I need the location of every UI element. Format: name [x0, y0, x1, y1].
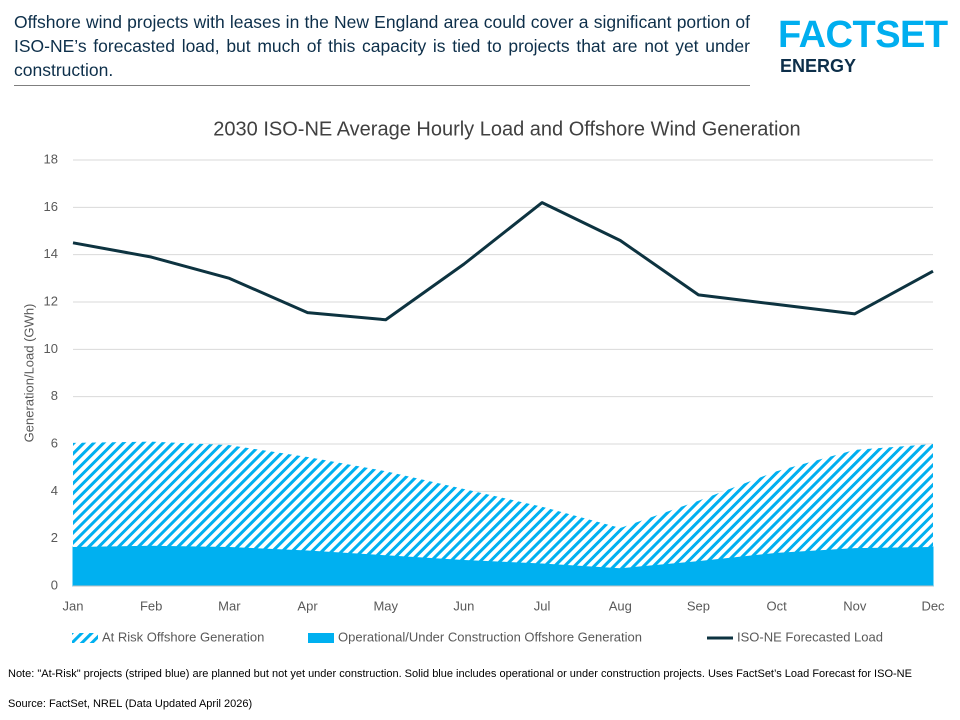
y-tick-label: 18 — [44, 151, 58, 166]
area — [73, 441, 933, 569]
x-tick-label: Jan — [63, 598, 84, 613]
x-tick-label: Aug — [609, 598, 632, 613]
y-tick-label: 0 — [51, 577, 58, 592]
legend-label: ISO-NE Forecasted Load — [737, 629, 883, 644]
y-tick-label: 8 — [51, 388, 58, 403]
legend-swatch — [72, 633, 98, 643]
x-tick-label: Oct — [767, 598, 788, 613]
x-tick-label: Jul — [534, 598, 551, 613]
headline: Offshore wind projects with leases in th… — [14, 12, 750, 80]
header-rule — [14, 85, 750, 86]
line — [72, 201, 934, 322]
y-tick-label: 4 — [51, 483, 58, 498]
legend-label: At Risk Offshore Generation — [102, 629, 264, 644]
y-axis-label: Generation/Load (GWh) — [21, 304, 36, 443]
y-tick-label: 2 — [51, 530, 58, 545]
logo: FACTSET — [778, 14, 948, 56]
note: Note: "At-Risk" projects (striped blue) … — [8, 668, 912, 680]
y-tick-label: 14 — [44, 246, 58, 261]
x-tick-label: Dec — [921, 598, 945, 613]
y-tick-label: 16 — [44, 199, 58, 214]
x-tick-label: Nov — [843, 598, 867, 613]
source: Source: FactSet, NREL (Data Updated Apri… — [8, 698, 253, 710]
chart-title: 2030 ISO-NE Average Hourly Load and Offs… — [213, 118, 800, 140]
x-tick-label: Sep — [687, 598, 710, 613]
x-tick-label: May — [373, 598, 398, 613]
legend-label: Operational/Under Construction Offshore … — [338, 629, 642, 644]
y-tick-label: 10 — [44, 341, 58, 356]
x-tick-label: Mar — [218, 598, 241, 613]
y-tick-label: 12 — [44, 293, 58, 308]
logo-subtitle: ENERGY — [780, 56, 857, 76]
x-tick-label: Apr — [297, 598, 318, 613]
legend-swatch — [308, 633, 334, 643]
x-tick-label: Jun — [453, 598, 474, 613]
y-tick-label: 6 — [51, 435, 58, 450]
x-tick-label: Feb — [140, 598, 162, 613]
